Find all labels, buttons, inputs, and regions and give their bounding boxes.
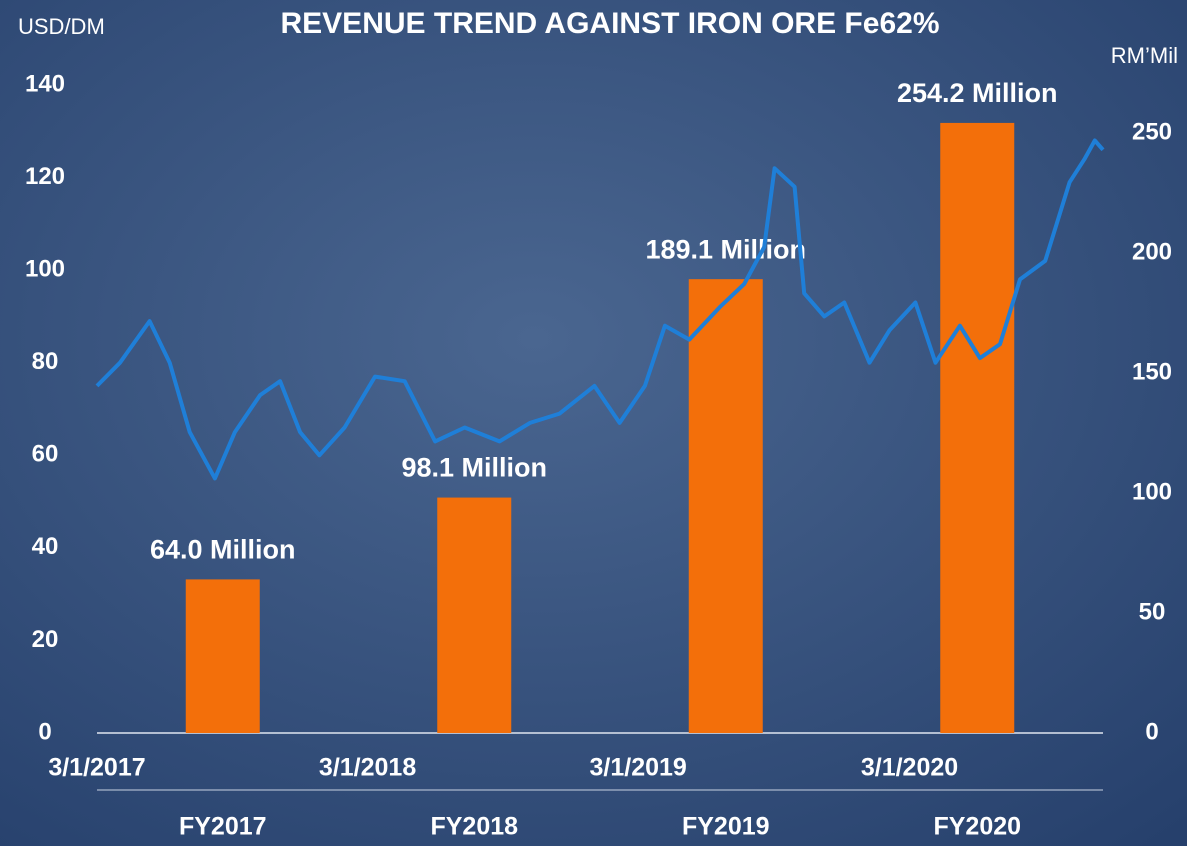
x-tick-label: 3/1/2018 <box>319 754 416 782</box>
y-tick-label: 80 <box>32 348 59 375</box>
y2-tick-label: 250 <box>1132 118 1172 145</box>
price-line <box>95 138 1105 481</box>
x-tick-label: 3/1/2017 <box>48 754 145 782</box>
bar <box>437 497 512 733</box>
y-tick-label: 60 <box>32 441 59 468</box>
x-category-label: FY2020 <box>933 813 1021 841</box>
y2-tick-label: 100 <box>1132 478 1172 505</box>
bar <box>185 579 260 733</box>
x-category-label: FY2019 <box>682 813 770 841</box>
y-tick-label: 40 <box>32 533 59 560</box>
y2-tick-label: 50 <box>1139 598 1166 625</box>
y2-tick-label: 200 <box>1132 238 1172 265</box>
y-tick-label: 120 <box>25 163 65 190</box>
y2-axis-label: RM’Mil <box>1111 43 1178 68</box>
y-axis-label: USD/DM <box>18 14 105 39</box>
bar-value-label: 64.0 Million <box>150 535 296 565</box>
bar <box>940 122 1015 734</box>
bar-value-label: 98.1 Million <box>401 453 547 483</box>
y-tick-label: 100 <box>25 255 65 282</box>
y2-tick-label: 0 <box>1145 718 1158 745</box>
x-tick-label: 3/1/2020 <box>861 754 958 782</box>
y-tick-label: 0 <box>38 718 51 745</box>
bar-value-label: 189.1 Million <box>645 234 806 264</box>
y-tick-label: 140 <box>25 70 65 97</box>
bar-value-label: 254.2 Million <box>897 78 1058 108</box>
x-category-label: FY2018 <box>430 813 518 841</box>
chart-title: REVENUE TREND AGAINST IRON ORE Fe62% <box>281 7 940 40</box>
x-tick-label: 3/1/2019 <box>590 754 687 782</box>
y-tick-label: 20 <box>32 626 59 653</box>
x-category-label: FY2017 <box>179 813 267 841</box>
y2-tick-label: 150 <box>1132 358 1172 385</box>
bar <box>688 279 763 733</box>
